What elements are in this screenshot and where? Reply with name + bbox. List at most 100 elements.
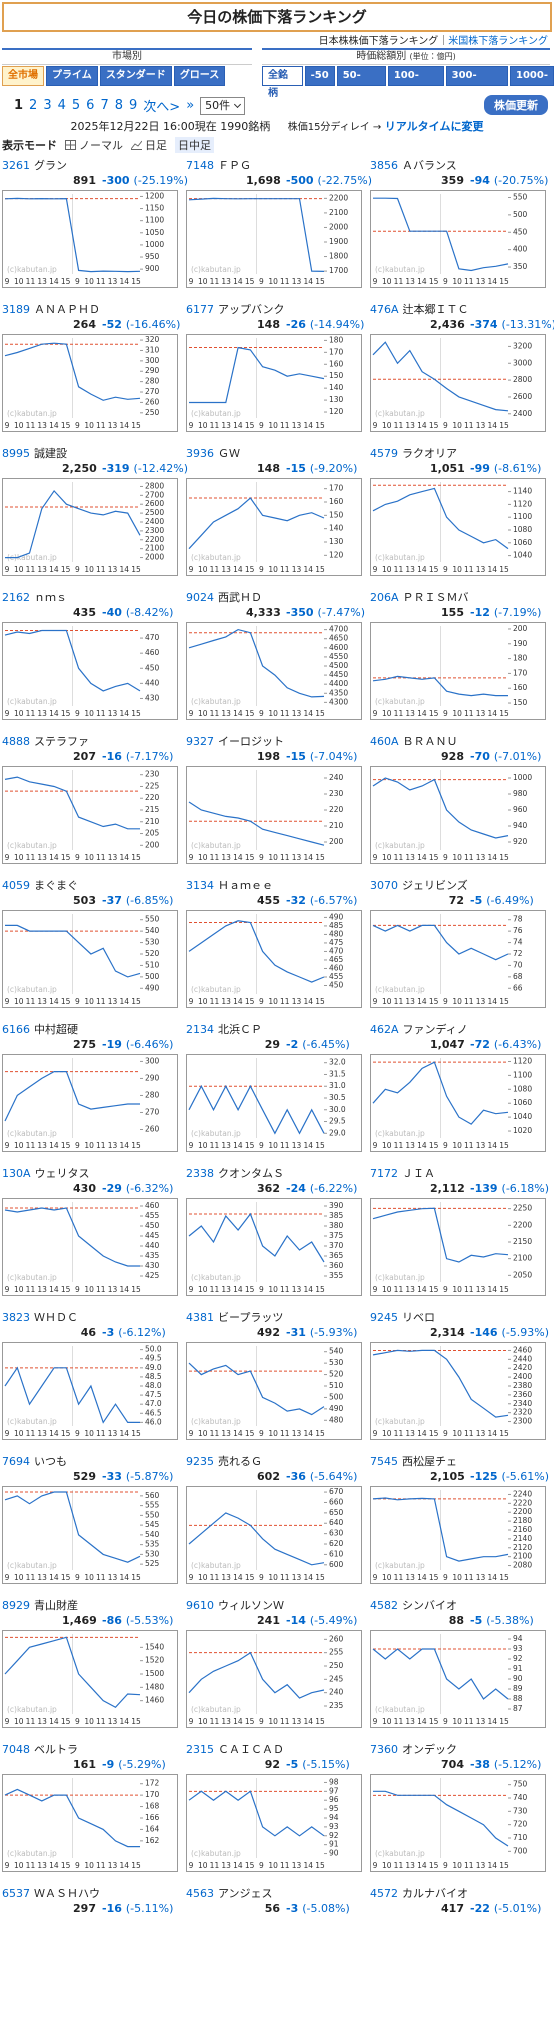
stock-code[interactable]: 4582 [370, 1599, 398, 1612]
stock-code[interactable]: 460A [370, 735, 399, 748]
stock-code[interactable]: 8929 [2, 1599, 30, 1612]
stock-code[interactable]: 7694 [2, 1455, 30, 1468]
stock-name[interactable]: ＷＨＤＣ [34, 1311, 78, 1324]
stock-code[interactable]: 4059 [2, 879, 30, 892]
refresh-button[interactable]: 株価更新 [484, 95, 548, 115]
stock-name[interactable]: いつも [34, 1455, 67, 1468]
stock-name[interactable]: 西武ＨＤ [218, 591, 262, 604]
page-link[interactable]: 9 [129, 98, 138, 113]
stock-name[interactable]: Ｈａｍｅｅ [218, 879, 273, 892]
market-button[interactable]: グロース [173, 66, 226, 86]
stock-code[interactable]: 206A [370, 591, 399, 604]
stock-name[interactable]: リベロ [402, 1311, 435, 1324]
stock-name[interactable]: オンデック [402, 1743, 457, 1756]
market-button[interactable]: スタンダード [99, 66, 172, 86]
stock-name[interactable]: ビープラッツ [218, 1311, 284, 1324]
stock-code[interactable]: 2134 [186, 1023, 214, 1036]
stock-code[interactable]: 4563 [186, 1887, 214, 1900]
stock-code[interactable]: 9235 [186, 1455, 214, 1468]
stock-code[interactable]: 7048 [2, 1743, 30, 1756]
stock-code[interactable]: 476A [370, 303, 399, 316]
stock-code[interactable]: 3070 [370, 879, 398, 892]
stock-name[interactable]: ＰＲＩＳＭバ [402, 591, 469, 604]
stock-name[interactable]: アップバンク [218, 303, 285, 316]
us-link[interactable]: 米国株下落ランキング [448, 36, 548, 47]
stock-code[interactable]: 4381 [186, 1311, 214, 1324]
page-link[interactable]: 3 [43, 98, 52, 113]
stock-name[interactable]: 青山財産 [34, 1599, 78, 1612]
stock-code[interactable]: 3189 [2, 303, 30, 316]
market-button[interactable]: 全市場 [2, 66, 44, 86]
next-link[interactable]: 次へ> [143, 100, 181, 115]
stock-name[interactable]: ｎｍｓ [34, 591, 67, 604]
stock-code[interactable]: 3134 [186, 879, 214, 892]
stock-name[interactable]: クオンタムＳ [218, 1167, 284, 1180]
stock-name[interactable]: イーロジット [218, 735, 284, 748]
stock-code[interactable]: 4572 [370, 1887, 398, 1900]
stock-name[interactable]: アンジェス [218, 1887, 273, 1900]
stock-name[interactable]: シンバイオ [402, 1599, 457, 1612]
stock-name[interactable]: ウィルソンＷ [218, 1599, 284, 1612]
cap-button[interactable]: 100-300 [387, 66, 444, 99]
per-page-select[interactable]: 50件 [200, 96, 246, 115]
stock-name[interactable]: 売れるＧ [218, 1455, 262, 1468]
stock-name[interactable]: ＢＲＡＮＵ [402, 735, 458, 748]
cap-button[interactable]: 1000- [510, 66, 554, 86]
market-button[interactable]: プライム [46, 66, 98, 86]
page-link[interactable]: 5 [71, 98, 81, 113]
cap-button[interactable]: 300-1000 [445, 66, 509, 99]
stock-name[interactable]: 誠建設 [34, 447, 67, 460]
stock-code[interactable]: 3856 [370, 159, 398, 172]
mode-normal[interactable]: ノーマル [65, 137, 123, 153]
last-link[interactable]: » [186, 98, 195, 113]
mode-daily[interactable]: 日足 [131, 137, 167, 153]
stock-code[interactable]: 6166 [2, 1023, 30, 1036]
stock-name[interactable]: ＪＩＡ [402, 1167, 435, 1180]
page-link[interactable]: 8 [114, 98, 124, 113]
stock-code[interactable]: 8995 [2, 447, 30, 460]
stock-name[interactable]: ファンディノ [402, 1023, 468, 1036]
stock-code[interactable]: 3823 [2, 1311, 30, 1324]
stock-code[interactable]: 462A [370, 1023, 399, 1036]
stock-code[interactable]: 4888 [2, 735, 30, 748]
stock-code[interactable]: 2338 [186, 1167, 214, 1180]
stock-code[interactable]: 7172 [370, 1167, 398, 1180]
stock-name[interactable]: ウェリタス [34, 1167, 90, 1180]
page-link[interactable]: 6 [86, 98, 95, 113]
cap-button[interactable]: 全銘柄 [262, 66, 303, 99]
stock-name[interactable]: ベルトラ [34, 1743, 78, 1756]
stock-code[interactable]: 3936 [186, 447, 214, 460]
stock-name[interactable]: まぐまぐ [34, 879, 78, 892]
page-link[interactable]: 7 [100, 98, 109, 113]
stock-code[interactable]: 7360 [370, 1743, 398, 1756]
stock-code[interactable]: 9245 [370, 1311, 398, 1324]
stock-name[interactable]: ＡＮＡＰＨＤ [34, 303, 100, 316]
page-link[interactable]: 2 [29, 98, 38, 113]
stock-name[interactable]: ステラファ [34, 735, 89, 748]
mode-intraday[interactable]: 日中足 [175, 137, 214, 153]
stock-name[interactable]: ＧＷ [218, 447, 240, 460]
stock-code[interactable]: 2162 [2, 591, 30, 604]
stock-code[interactable]: 2315 [186, 1743, 214, 1756]
stock-code[interactable]: 4579 [370, 447, 398, 460]
stock-name[interactable]: Ａバランス [402, 159, 457, 172]
stock-name[interactable]: 中村超硬 [34, 1023, 78, 1036]
stock-code[interactable]: 6177 [186, 303, 214, 316]
stock-name[interactable]: ＦＰＧ [218, 159, 251, 172]
stock-code[interactable]: 6537 [2, 1887, 30, 1900]
realtime-link[interactable]: リアルタイムに変更 [384, 120, 484, 133]
stock-code[interactable]: 3261 [2, 159, 30, 172]
stock-name[interactable]: カルナバイオ [402, 1887, 468, 1900]
stock-name[interactable]: グラン [34, 159, 67, 172]
page-link[interactable]: 4 [57, 98, 66, 113]
stock-code[interactable]: 9610 [186, 1599, 214, 1612]
stock-name[interactable]: 北浜ＣＰ [218, 1023, 262, 1036]
jp-link[interactable]: 日本株株価下落ランキング [318, 36, 439, 47]
stock-name[interactable]: ジェリビンズ [402, 879, 468, 892]
stock-name[interactable]: 西松屋チェ [402, 1455, 457, 1468]
stock-name[interactable]: ＷＡＳＨハウ [34, 1887, 100, 1900]
page-link[interactable]: 1 [14, 98, 24, 113]
stock-name[interactable]: ラクオリア [402, 447, 457, 460]
stock-name[interactable]: ＣＡＩＣＡＤ [218, 1743, 284, 1756]
stock-code[interactable]: 9024 [186, 591, 214, 604]
